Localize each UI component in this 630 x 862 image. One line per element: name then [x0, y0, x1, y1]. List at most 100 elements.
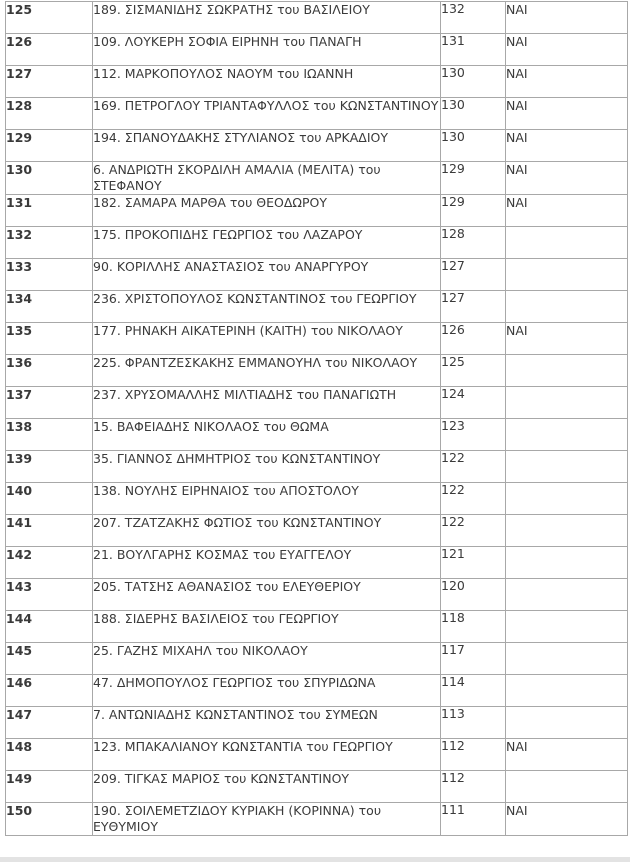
votes-value: 130 [441, 65, 465, 80]
votes-cell: 129 [440, 161, 506, 195]
table-row: 137 237. ΧΡΥΣΟΜΑΛΛΗΣ ΜΙΛΤΙΑΔΗΣ του ΠΑΝΑΓΙ… [5, 386, 628, 419]
votes-value: 131 [441, 33, 465, 48]
elected-cell [505, 706, 628, 739]
votes-cell: 130 [440, 65, 506, 98]
results-table: 125 189. ΣΙΣΜΑΝΙΔΗΣ ΣΩΚΡΑΤΗΣ του ΒΑΣΙΛΕΙΟ… [5, 1, 628, 836]
rank-cell: 133 [5, 258, 93, 291]
votes-value: 120 [441, 578, 465, 593]
votes-cell: 122 [440, 514, 506, 547]
rank-cell: 136 [5, 354, 93, 387]
candidate-name-cell: 90. ΚΟΡΙΛΛΗΣ ΑΝΑΣΤΑΣΙΟΣ του ΑΝΑΡΓΥΡΟΥ [92, 258, 441, 291]
elected-cell [505, 514, 628, 547]
rank-cell: 150 [5, 802, 93, 836]
table-row: 130 6. ΑΝΔΡΙΩΤΗ ΣΚΟΡΔΙΛΗ ΑΜΑΛΙΑ (ΜΕΛΙΤΑ) … [5, 161, 628, 195]
elected-cell [505, 386, 628, 419]
votes-value: 132 [441, 1, 465, 16]
candidate-name-cell: 15. ΒΑΦΕΙΑΔΗΣ ΝΙΚΟΛΑΟΣ του ΘΩΜΑ [92, 418, 441, 451]
table-row: 127 112. ΜΑΡΚΟΠΟΥΛΟΣ ΝΑΟΥΜ του ΙΩΑΝΝΗ 130 Ν… [5, 65, 628, 98]
table-row: 133 90. ΚΟΡΙΛΛΗΣ ΑΝΑΣΤΑΣΙΟΣ του ΑΝΑΡΓΥΡΟΥ… [5, 258, 628, 291]
table-row: 128 169. ΠΕΤΡΟΓΛΟΥ ΤΡΙΑΝΤΑΦΥΛΛΟΣ του ΚΩΝΣ… [5, 97, 628, 130]
rank-cell: 142 [5, 546, 93, 579]
votes-value: 125 [441, 354, 465, 369]
elected-cell: ΝΑΙ [505, 802, 628, 836]
votes-value: 117 [441, 642, 465, 657]
table-row: 144 188. ΣΙΔΕΡΗΣ ΒΑΣΙΛΕΙΟΣ του ΓΕΩΡΓΙΟΥ 11… [5, 610, 628, 643]
rank-cell: 144 [5, 610, 93, 643]
elected-cell: ΝΑΙ [505, 1, 628, 34]
candidate-name-cell: 169. ΠΕΤΡΟΓΛΟΥ ΤΡΙΑΝΤΑΦΥΛΛΟΣ του ΚΩΝΣΤΑΝ… [92, 97, 441, 130]
elected-cell [505, 578, 628, 611]
votes-value: 121 [441, 546, 465, 561]
candidate-name-cell: 189. ΣΙΣΜΑΝΙΔΗΣ ΣΩΚΡΑΤΗΣ του ΒΑΣΙΛΕΙΟΥ [92, 1, 441, 34]
table-row: 150 190. ΣΟΙΛΕΜΕΤΖΙΔΟΥ ΚΥΡΙΑΚΗ (ΚΟΡΙΝΝΑ) … [5, 802, 628, 836]
table-row: 139 35. ΓΙΑΝΝΟΣ ΔΗΜΗΤΡΙΟΣ του ΚΩΝΣΤΑΝΤΙΝΟ… [5, 450, 628, 483]
votes-value: 129 [441, 161, 465, 176]
elected-cell: ΝΑΙ [505, 65, 628, 98]
rank-cell: 143 [5, 578, 93, 611]
votes-value: 112 [441, 770, 465, 785]
elected-cell: ΝΑΙ [505, 194, 628, 227]
candidate-name-cell: 35. ΓΙΑΝΝΟΣ ΔΗΜΗΤΡΙΟΣ του ΚΩΝΣΤΑΝΤΙΝΟΥ [92, 450, 441, 483]
votes-cell: 130 [440, 97, 506, 130]
candidate-name-cell: 225. ΦΡΑΝΤΖΕΣΚΑΚΗΣ ΕΜΜΑΝΟΥΗΛ του ΝΙΚΟΛΑΟ… [92, 354, 441, 387]
candidate-name-cell: 6. ΑΝΔΡΙΩΤΗ ΣΚΟΡΔΙΛΗ ΑΜΑΛΙΑ (ΜΕΛΙΤΑ) του… [92, 161, 441, 195]
table-row: 148 123. ΜΠΑΚΑΛΙΑΝΟΥ ΚΩΝΣΤΑΝΤΙΑ του ΓΕΩΡΓ… [5, 738, 628, 771]
rank-cell: 135 [5, 322, 93, 355]
votes-cell: 117 [440, 642, 506, 675]
votes-value: 129 [441, 194, 465, 209]
table-row: 147 7. ΑΝΤΩΝΙΑΔΗΣ ΚΩΝΣΤΑΝΤΙΝΟΣ του ΣΥΜΕΩΝ… [5, 706, 628, 739]
candidate-name-cell: 123. ΜΠΑΚΑΛΙΑΝΟΥ ΚΩΝΣΤΑΝΤΙΑ του ΓΕΩΡΓΙΟΥ [92, 738, 441, 771]
elected-cell [505, 258, 628, 291]
candidate-name-cell: 177. ΡΗΝΑΚΗ ΑΙΚΑΤΕΡΙΝΗ (ΚΑΙΤΗ) του ΝΙΚΟΛ… [92, 322, 441, 355]
votes-cell: 129 [440, 194, 506, 227]
votes-value: 126 [441, 322, 465, 337]
votes-cell: 126 [440, 322, 506, 355]
votes-value: 122 [441, 450, 465, 465]
table-row: 145 25. ΓΑΖΗΣ ΜΙΧΑΗΛ του ΝΙΚΟΛΑΟΥ 117 [5, 642, 628, 675]
candidate-name-cell: 236. ΧΡΙΣΤΟΠΟΥΛΟΣ ΚΩΝΣΤΑΝΤΙΝΟΣ του ΓΕΩΡΓ… [92, 290, 441, 323]
rank-cell: 130 [5, 161, 93, 195]
elected-cell: ΝΑΙ [505, 738, 628, 771]
votes-cell: 111 [440, 802, 506, 836]
elected-cell [505, 354, 628, 387]
candidate-name-cell: 175. ΠΡΟΚΟΠΙΔΗΣ ΓΕΩΡΓΙΟΣ του ΛΑΖΑΡΟΥ [92, 226, 441, 259]
votes-value: 111 [441, 802, 465, 817]
votes-cell: 120 [440, 578, 506, 611]
votes-value: 130 [441, 97, 465, 112]
votes-value: 123 [441, 418, 465, 433]
votes-cell: 130 [440, 129, 506, 162]
votes-value: 122 [441, 482, 465, 497]
table-row: 149 209. ΤΙΓΚΑΣ ΜΑΡΙΟΣ του ΚΩΝΣΤΑΝΤΙΝΟΥ 11… [5, 770, 628, 803]
rank-cell: 145 [5, 642, 93, 675]
rank-cell: 134 [5, 290, 93, 323]
candidate-name-cell: 7. ΑΝΤΩΝΙΑΔΗΣ ΚΩΝΣΤΑΝΤΙΝΟΣ του ΣΥΜΕΩΝ [92, 706, 441, 739]
votes-cell: 131 [440, 33, 506, 66]
table-row: 135 177. ΡΗΝΑΚΗ ΑΙΚΑΤΕΡΙΝΗ (ΚΑΙΤΗ) του ΝΙ… [5, 322, 628, 355]
table-row: 132 175. ΠΡΟΚΟΠΙΔΗΣ ΓΕΩΡΓΙΟΣ του ΛΑΖΑΡΟΥ 1… [5, 226, 628, 259]
rank-cell: 128 [5, 97, 93, 130]
horizontal-scrollbar[interactable] [0, 857, 630, 862]
votes-value: 114 [441, 674, 465, 689]
votes-value: 127 [441, 258, 465, 273]
rank-cell: 138 [5, 418, 93, 451]
votes-value: 112 [441, 738, 465, 753]
table-row: 136 225. ΦΡΑΝΤΖΕΣΚΑΚΗΣ ΕΜΜΑΝΟΥΗΛ του ΝΙΚΟ… [5, 354, 628, 387]
rank-cell: 147 [5, 706, 93, 739]
table-row: 138 15. ΒΑΦΕΙΑΔΗΣ ΝΙΚΟΛΑΟΣ του ΘΩΜΑ 123 [5, 418, 628, 451]
votes-cell: 122 [440, 482, 506, 515]
table-row: 142 21. ΒΟΥΛΓΑΡΗΣ ΚΟΣΜΑΣ του ΕΥΑΓΓΕΛΟΥ 121 [5, 546, 628, 579]
votes-value: 118 [441, 610, 465, 625]
votes-cell: 125 [440, 354, 506, 387]
elected-cell [505, 642, 628, 675]
elected-cell [505, 770, 628, 803]
votes-cell: 122 [440, 450, 506, 483]
table-row: 129 194. ΣΠΑΝΟΥΔΑΚΗΣ ΣΤΥΛΙΑΝΟΣ του ΑΡΚΑΔΙ… [5, 129, 628, 162]
table-row: 143 205. ΤΑΤΣΗΣ ΑΘΑΝΑΣΙΟΣ του ΕΛΕΥΘΕΡΙΟΥ 1… [5, 578, 628, 611]
votes-cell: 132 [440, 1, 506, 34]
table-row: 140 138. ΝΟΥΛΗΣ ΕΙΡΗΝΑΙΟΣ του ΑΠΟΣΤΟΛΟΥ 12… [5, 482, 628, 515]
votes-value: 130 [441, 129, 465, 144]
votes-cell: 127 [440, 258, 506, 291]
rank-cell: 141 [5, 514, 93, 547]
candidate-name-cell: 109. ΛΟΥΚΕΡΗ ΣΟΦΙΑ ΕΙΡΗΝΗ του ΠΑΝΑΓΗ [92, 33, 441, 66]
candidate-name-cell: 237. ΧΡΥΣΟΜΑΛΛΗΣ ΜΙΛΤΙΑΔΗΣ του ΠΑΝΑΓΙΩΤΗ [92, 386, 441, 419]
